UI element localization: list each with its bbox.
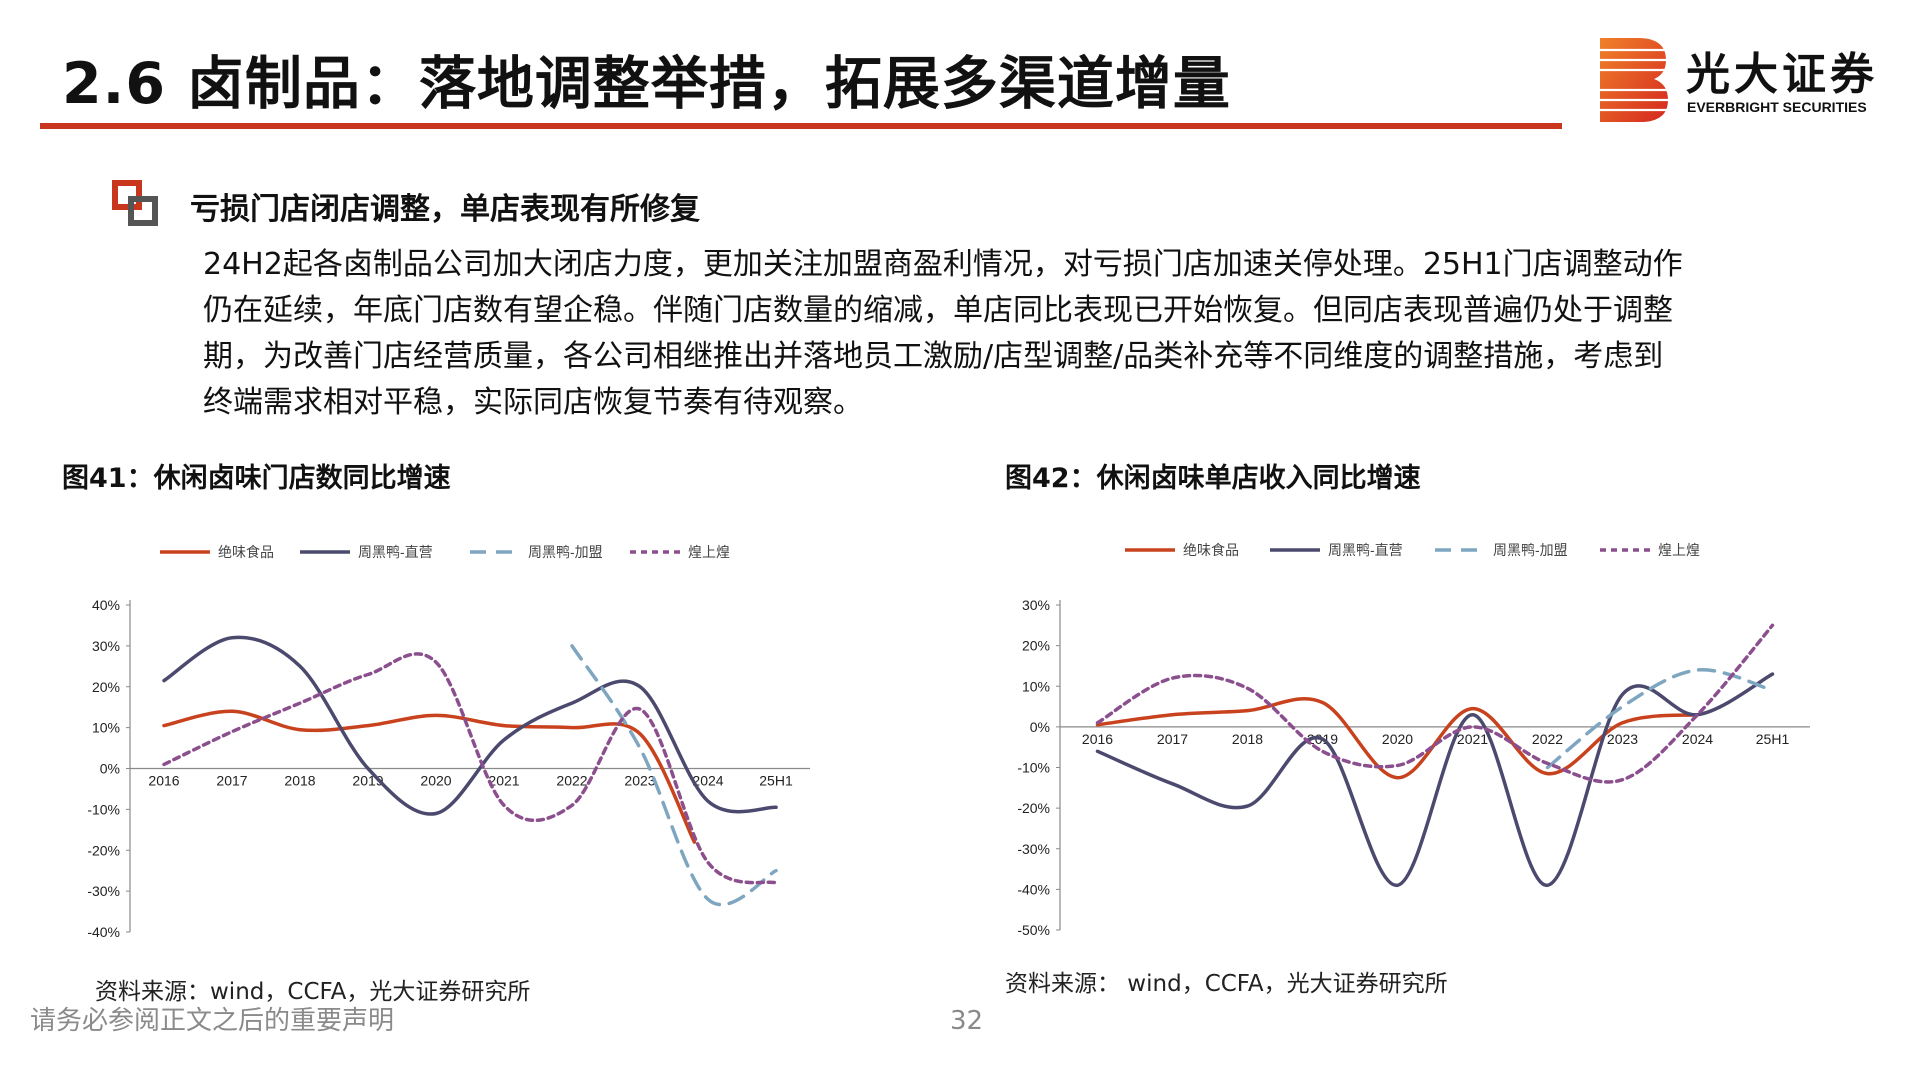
legend-label: 周黑鸭-直营 bbox=[358, 544, 433, 560]
figure-42-source: 资料来源： wind，CCFA，光大证券研究所 bbox=[1005, 971, 1448, 997]
y-tick-label: -30% bbox=[87, 883, 120, 899]
x-tick-label: 25H1 bbox=[759, 773, 793, 789]
y-tick-label: -20% bbox=[87, 842, 120, 858]
store-revenue-growth-chart: 绝味食品 周黑鸭-直营 周黑鸭-加盟 煌上煌 30% 20% 10% 0% -10% -20% -3… bbox=[1017, 542, 1810, 938]
x-tick-label: 2020 bbox=[1382, 731, 1413, 747]
series-line bbox=[1095, 623, 1775, 784]
y-tick-label: 10% bbox=[1022, 678, 1050, 694]
x-tick-label: 2022 bbox=[556, 773, 587, 789]
x-tick-label: 2021 bbox=[488, 773, 519, 789]
legend-label: 周黑鸭-加盟 bbox=[1493, 542, 1568, 558]
legend-label: 周黑鸭-加盟 bbox=[528, 544, 603, 560]
x-tick-label: 2017 bbox=[1157, 731, 1188, 747]
x-tick-label: 2024 bbox=[1682, 731, 1713, 747]
series-line bbox=[162, 635, 778, 816]
x-tick-label: 2020 bbox=[420, 773, 451, 789]
logo-english-name: EVERBRIGHT SECURITIES bbox=[1687, 99, 1867, 115]
x-tick-label: 2024 bbox=[692, 773, 723, 789]
legend-label: 绝味食品 bbox=[218, 544, 274, 560]
series-line bbox=[1095, 672, 1775, 888]
y-tick-label: 20% bbox=[1022, 638, 1050, 654]
title-underline bbox=[40, 123, 1562, 129]
x-tick-label: 2017 bbox=[216, 773, 247, 789]
store-count-growth-chart: 绝味食品 周黑鸭-直营 周黑鸭-加盟 煌上煌 40% 30% 20% 10% 0% -10% -20… bbox=[87, 544, 810, 940]
y-tick-label: 30% bbox=[1022, 597, 1050, 613]
legend-label: 周黑鸭-直营 bbox=[1328, 542, 1403, 558]
y-tick-label: -10% bbox=[87, 801, 120, 817]
series-line bbox=[162, 652, 778, 885]
logo-mark-icon bbox=[1600, 38, 1668, 122]
y-tick-label: 0% bbox=[1030, 719, 1050, 735]
x-tick-label: 2023 bbox=[624, 773, 655, 789]
y-tick-label: -40% bbox=[1017, 881, 1050, 897]
y-tick-label: -40% bbox=[87, 924, 120, 940]
series-line bbox=[1545, 668, 1775, 770]
everbright-logo: 光大证券 EVERBRIGHT SECURITIES bbox=[1598, 36, 1898, 126]
y-tick-label: 40% bbox=[92, 597, 120, 613]
y-tick-label: 30% bbox=[92, 638, 120, 654]
y-tick-label: 0% bbox=[100, 761, 120, 777]
x-tick-label: 2018 bbox=[1232, 731, 1263, 747]
y-tick-label: 10% bbox=[92, 720, 120, 736]
paragraph-line: 仍在延续，年底门店数有望企稳。伴随门店数量的缩减，单店同比表现已开始恢复。但同店… bbox=[203, 293, 1673, 328]
series-line bbox=[162, 709, 697, 844]
y-tick-label: -50% bbox=[1017, 922, 1050, 938]
x-tick-label: 2018 bbox=[284, 773, 315, 789]
y-tick-label: -20% bbox=[1017, 800, 1050, 816]
x-tick-label: 2023 bbox=[1607, 731, 1638, 747]
section-paragraph: 24H2起各卤制品公司加大闭店力度，更加关注加盟商盈利情况，对亏损门店加速关停处… bbox=[203, 242, 1803, 426]
paragraph-line: 终端需求相对平稳，实际同店恢复节奏有待观察。 bbox=[203, 385, 863, 420]
page-title: 2.6 卤制品：落地调整举措，拓展多渠道增量 bbox=[62, 51, 1231, 117]
figure-41-source: 资料来源：wind，CCFA，光大证券研究所 bbox=[95, 979, 531, 1005]
legend-label: 煌上煌 bbox=[688, 544, 730, 560]
y-tick-label: -10% bbox=[1017, 760, 1050, 776]
x-tick-label: 2021 bbox=[1457, 731, 1488, 747]
x-tick-label: 2022 bbox=[1532, 731, 1563, 747]
section-heading: 亏损门店闭店调整，单店表现有所修复 bbox=[190, 192, 700, 227]
disclaimer-footer: 请务必参阅正文之后的重要声明 bbox=[30, 1006, 395, 1036]
paragraph-line: 期，为改善门店经营质量，各公司相继推出并落地员工激励/店型调整/品类补充等不同维… bbox=[203, 339, 1664, 374]
page-number: 32 bbox=[950, 1006, 984, 1036]
y-tick-label: -30% bbox=[1017, 841, 1050, 857]
legend-label: 绝味食品 bbox=[1183, 542, 1239, 558]
x-tick-label: 2016 bbox=[148, 773, 179, 789]
figure-42-title: 图42：休闲卤味单店收入同比增速 bbox=[1005, 463, 1421, 494]
section-bullet-icon bbox=[112, 180, 158, 226]
x-tick-label: 2016 bbox=[1082, 731, 1113, 747]
series-line bbox=[1095, 697, 1700, 780]
paragraph-line: 24H2起各卤制品公司加大闭店力度，更加关注加盟商盈利情况，对亏损门店加速关停处… bbox=[203, 247, 1683, 282]
series-line bbox=[570, 644, 778, 907]
x-tick-label: 25H1 bbox=[1756, 731, 1790, 747]
y-tick-label: 20% bbox=[92, 679, 120, 695]
logo-company-name: 光大证券 bbox=[1686, 49, 1878, 100]
figure-41-title: 图41：休闲卤味门店数同比增速 bbox=[62, 463, 451, 494]
legend-label: 煌上煌 bbox=[1658, 542, 1700, 558]
